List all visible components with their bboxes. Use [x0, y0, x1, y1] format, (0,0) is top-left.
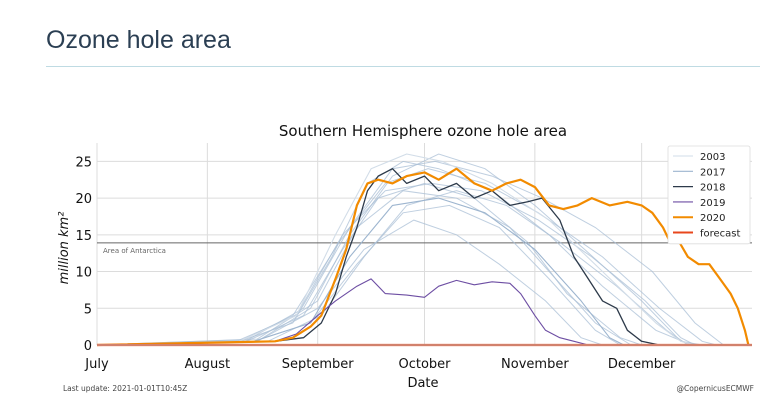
- y-axis-label: million km²: [57, 212, 72, 285]
- series-line-2019: [96, 278, 589, 346]
- series-line-2018: [96, 168, 660, 346]
- series-line-2003: [96, 153, 696, 346]
- axis-layer: 0 5 10 15 20 25 July August September October Nove…: [75, 155, 752, 372]
- y-tick-label: 15: [75, 229, 92, 244]
- y-tick-label: 10: [75, 266, 92, 281]
- legend-label-forecast: forecast: [700, 229, 741, 240]
- background-series-line: [96, 153, 703, 346]
- reference-line-label: Area of Antarctica: [103, 247, 166, 255]
- legend-label-2018: 2018: [700, 183, 725, 194]
- last-update: Last update: 2021-01-01T10:45Z: [63, 384, 188, 393]
- x-tick-label: November: [501, 357, 569, 372]
- background-series-line: [96, 168, 717, 346]
- y-tick-label: 5: [84, 302, 92, 317]
- x-tick-label: July: [84, 357, 109, 372]
- page-title: Ozone hole area: [46, 26, 231, 54]
- x-axis-label: Date: [407, 376, 438, 391]
- background-series-line: [96, 182, 696, 346]
- legend-label-2003: 2003: [700, 152, 725, 163]
- y-tick-label: 20: [75, 192, 92, 207]
- x-tick-label: September: [282, 357, 355, 372]
- legend-label-2017: 2017: [700, 167, 725, 178]
- x-tick-label: December: [608, 357, 676, 372]
- chart-title: Southern Hemisphere ozone hole area: [279, 122, 567, 140]
- background-series-line: [96, 160, 724, 346]
- background-series-line: [96, 219, 603, 346]
- series-line-2017: [96, 197, 625, 346]
- series-line-2020: [96, 167, 750, 347]
- legend-box: [667, 145, 751, 245]
- legend: 2003 2017 2018 2019 2020 forecast: [667, 145, 751, 245]
- x-tick-label: August: [185, 357, 231, 372]
- background-series-layer: [96, 153, 724, 346]
- background-series-line: [96, 160, 692, 346]
- y-tick-label: 25: [75, 155, 92, 170]
- y-tick-label: 0: [84, 339, 92, 354]
- title-divider: [46, 66, 760, 67]
- x-tick-label: October: [398, 357, 451, 372]
- credit: @CopernicusECMWF: [676, 384, 754, 393]
- legend-label-2020: 2020: [700, 213, 725, 224]
- legend-label-2019: 2019: [700, 198, 725, 209]
